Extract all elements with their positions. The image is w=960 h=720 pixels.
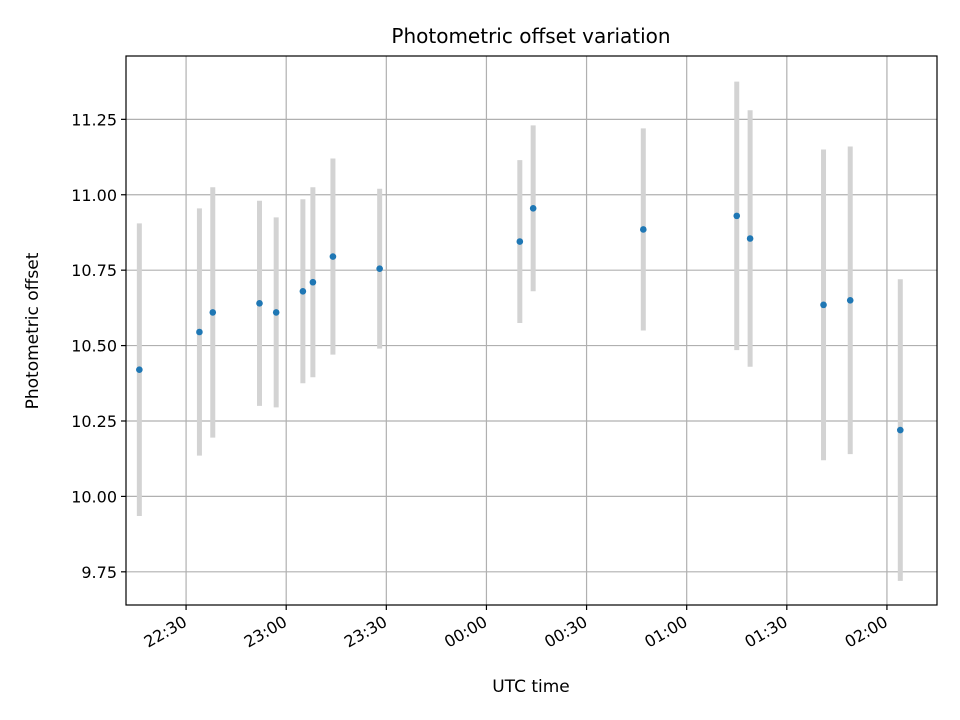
data-point: [309, 278, 317, 286]
y-tick-label: 9.75: [81, 563, 117, 582]
data-point: [516, 238, 524, 245]
data-point: [196, 328, 203, 336]
data-point: [529, 205, 537, 212]
data-point: [846, 297, 854, 304]
x-axis-label: UTC time: [492, 677, 570, 697]
data-point: [256, 300, 263, 307]
data-point: [272, 309, 280, 316]
y-tick-label: 10.25: [71, 412, 117, 431]
data-points: [136, 205, 904, 434]
data-point: [746, 235, 754, 242]
data-point: [136, 366, 143, 374]
data-point: [896, 426, 904, 434]
y-tick-label: 10.75: [71, 261, 117, 280]
data-point: [299, 287, 307, 295]
data-point: [376, 265, 383, 272]
data-point: [733, 212, 741, 220]
plot-frame: [125, 55, 938, 606]
chart-title: Photometric offset variation: [391, 24, 670, 48]
y-tick-label: 11.25: [71, 110, 117, 129]
data-point: [640, 226, 647, 233]
y-tick-label: 10.00: [71, 487, 117, 506]
y-axis-label: Photometric offset: [23, 252, 43, 409]
data-point: [329, 253, 337, 260]
y-tick-label: 11.00: [71, 186, 117, 205]
data-point: [820, 301, 827, 309]
y-tick-label: 10.50: [71, 337, 117, 356]
data-point: [209, 309, 217, 316]
